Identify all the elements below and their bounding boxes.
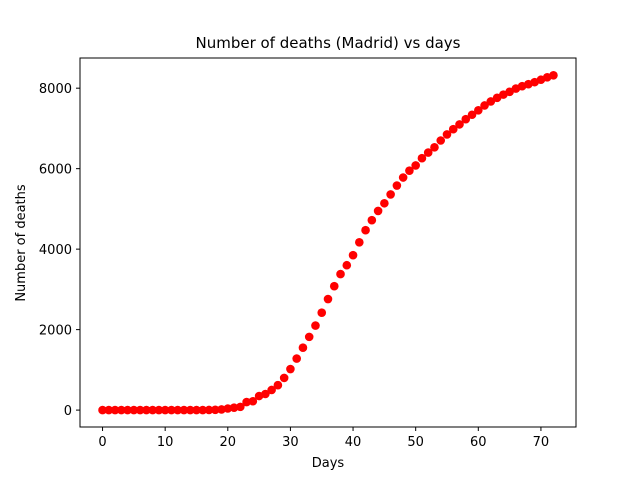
data-point xyxy=(261,389,270,399)
x-tick-label: 40 xyxy=(345,435,362,450)
data-point xyxy=(298,343,308,353)
data-point xyxy=(154,405,164,415)
data-point xyxy=(98,405,107,415)
x-tick-label: 10 xyxy=(157,435,174,450)
data-point xyxy=(436,136,446,145)
data-point xyxy=(185,405,195,415)
data-point xyxy=(210,405,220,415)
data-point xyxy=(117,405,126,415)
data-point xyxy=(279,373,289,383)
data-point xyxy=(398,173,408,182)
data-point xyxy=(110,405,120,415)
data-point xyxy=(355,237,364,247)
data-point xyxy=(423,148,433,157)
x-tick-label: 60 xyxy=(470,435,487,450)
data-point xyxy=(242,397,251,407)
chart-title: Number of deaths (Madrid) vs days xyxy=(195,34,460,52)
x-tick-label: 50 xyxy=(407,435,424,450)
data-point xyxy=(304,332,314,342)
data-point xyxy=(323,294,333,304)
data-point xyxy=(273,380,283,390)
data-point xyxy=(292,354,301,363)
data-point xyxy=(411,161,420,170)
data-point xyxy=(160,405,170,415)
data-point xyxy=(467,110,477,120)
data-point xyxy=(173,405,182,415)
data-point xyxy=(430,143,439,152)
y-tick-label: 6000 xyxy=(39,163,72,178)
data-point xyxy=(286,364,295,374)
data-point xyxy=(386,190,395,199)
y-tick-label: 2000 xyxy=(39,324,72,339)
x-tick-label: 20 xyxy=(220,435,237,450)
x-tick-label: 70 xyxy=(533,435,550,450)
data-point xyxy=(311,321,320,330)
data-point xyxy=(380,198,389,208)
data-point xyxy=(442,130,452,139)
data-point xyxy=(474,106,483,115)
data-point xyxy=(480,101,489,110)
data-point xyxy=(123,405,132,415)
data-point xyxy=(104,405,114,415)
x-tick-label: 0 xyxy=(98,435,106,450)
plot-area xyxy=(98,71,558,415)
y-axis: 0 2000 4000 6000 8000 xyxy=(39,82,80,419)
data-point xyxy=(486,97,496,106)
data-point xyxy=(223,404,233,413)
data-point xyxy=(342,260,352,270)
data-point xyxy=(392,181,402,190)
plot-frame xyxy=(79,57,577,428)
data-point xyxy=(317,308,327,318)
data-point xyxy=(549,71,558,80)
x-tick-label: 30 xyxy=(282,435,299,450)
y-tick-label: 8000 xyxy=(39,82,72,97)
data-point xyxy=(361,225,370,235)
data-point xyxy=(179,405,189,415)
data-point xyxy=(148,405,157,415)
data-point xyxy=(129,405,139,415)
data-point xyxy=(192,405,201,415)
data-point xyxy=(461,114,471,124)
data-point xyxy=(336,269,345,279)
data-point xyxy=(229,403,239,412)
y-tick-label: 4000 xyxy=(39,243,72,258)
data-point xyxy=(417,153,427,163)
data-point xyxy=(236,402,245,412)
data-point xyxy=(373,206,383,216)
y-tick-label: 0 xyxy=(64,404,72,419)
data-point xyxy=(142,405,151,415)
data-point xyxy=(167,405,176,415)
data-point xyxy=(248,396,258,406)
data-point xyxy=(405,166,414,175)
x-axis-label: Days xyxy=(312,456,345,471)
data-point xyxy=(135,405,145,415)
data-point xyxy=(198,405,208,415)
data-point xyxy=(204,405,214,415)
data-point xyxy=(455,120,464,129)
data-point xyxy=(348,250,358,260)
x-axis: 0 10 20 30 40 50 60 70 xyxy=(98,427,549,450)
data-point xyxy=(448,124,458,134)
data-point xyxy=(367,215,377,225)
data-point xyxy=(267,385,276,395)
data-point xyxy=(329,281,339,291)
y-axis-label: Number of deaths xyxy=(14,184,29,302)
